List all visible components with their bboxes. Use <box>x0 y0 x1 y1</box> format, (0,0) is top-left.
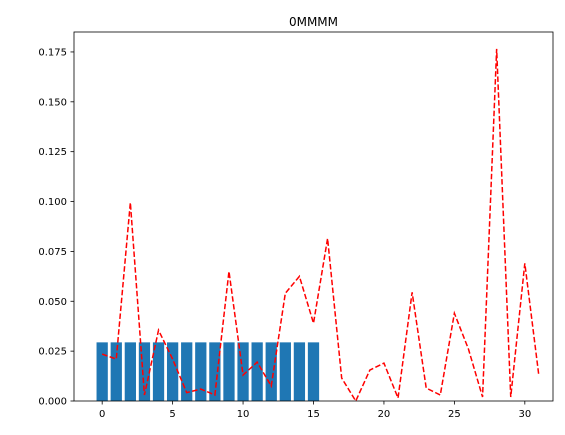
bar <box>251 342 263 401</box>
y-tick-label: 0.100 <box>38 197 67 208</box>
x-tick-label: 15 <box>307 409 320 420</box>
bar <box>265 342 277 401</box>
x-tick-label: 5 <box>169 409 175 420</box>
y-tick-label: 0.075 <box>38 247 67 258</box>
plot-area <box>96 48 540 403</box>
bar <box>223 342 235 401</box>
chart-title: 0MMMM <box>289 15 338 29</box>
bar <box>195 342 207 401</box>
line-series <box>101 48 540 403</box>
bar <box>209 342 221 401</box>
y-tick-label: 0.125 <box>38 147 67 158</box>
y-axis: 0.000 0.025 0.050 0.075 0.100 0.125 0.150 0.175 <box>38 47 74 408</box>
bar <box>124 342 136 401</box>
y-tick-label: 0.000 <box>38 397 67 408</box>
bar <box>152 342 165 401</box>
bar <box>279 342 291 401</box>
x-axis: 0 5 10 15 20 25 30 <box>99 401 531 420</box>
bar <box>110 342 122 401</box>
x-tick-label: 0 <box>99 409 105 420</box>
bar <box>307 342 320 401</box>
bar <box>181 342 193 401</box>
bar <box>293 342 306 401</box>
bar <box>96 342 108 401</box>
bar <box>166 342 179 401</box>
x-tick-label: 20 <box>378 409 391 420</box>
y-tick-label: 0.175 <box>38 47 67 58</box>
y-tick-label: 0.025 <box>38 347 67 358</box>
y-tick-label: 0.050 <box>38 297 67 308</box>
x-tick-label: 10 <box>237 409 250 420</box>
bar <box>138 342 151 401</box>
y-tick-label: 0.150 <box>38 97 67 108</box>
x-tick-label: 30 <box>518 409 531 420</box>
x-tick-label: 25 <box>448 409 461 420</box>
